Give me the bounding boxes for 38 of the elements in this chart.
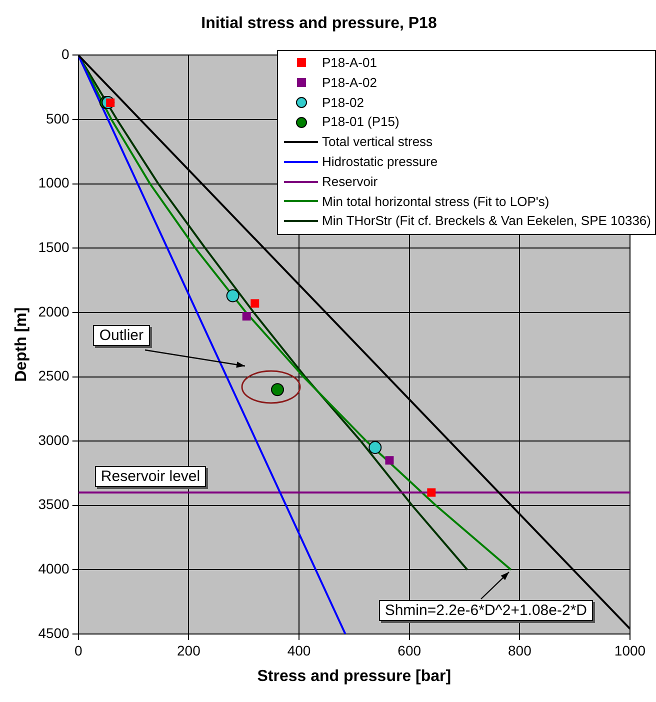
annotation: Outlier [93,325,150,346]
y-tick-label: 3500 [38,496,70,512]
legend-label: P18-02 [322,94,364,112]
x-tick-label: 400 [287,642,311,658]
y-tick-label: 0 [62,46,70,62]
y-axis-title: Depth [m] [13,307,30,382]
point [427,488,436,497]
legend-label: Min total horizontal stress (Fit to LOP's) [322,192,550,211]
point [250,299,260,308]
point [368,441,382,454]
legend-label: Min THorStr (Fit cf. Breckels & Van Eekelen, SPE 10336) [322,212,651,230]
y-tick-label: 4000 [38,560,70,577]
y-tick-label: 1500 [38,238,70,255]
legend-label: P18-A-02 [322,74,377,92]
x-tick-label: 800 [508,642,532,658]
legend-label: Reservoir [322,172,378,191]
y-tick-label: 2500 [38,368,70,384]
x-tick-label: 600 [398,642,422,658]
point [385,456,394,465]
y-tick-label: 3000 [38,432,70,448]
y-tick-label: 4500 [38,624,70,641]
x-tick-label: 200 [176,642,201,658]
annotation: Shmin=2.2e-6*D^2+1.08e-2*D [378,600,593,621]
x-axis-title: Stress and pressure [bar] [257,668,452,685]
legend-label: P18-01 (P15) [322,113,400,132]
point [226,289,240,302]
y-tick-label: 2000 [38,303,70,320]
y-tick-label: 1000 [38,174,70,191]
annotation: Reservoir level [94,466,206,486]
legend-label: Hidrostatic pressure [322,152,438,171]
y-tick-label: 500 [46,110,70,126]
x-tick-label: 1000 [614,642,646,658]
point [270,383,284,396]
point [242,312,251,321]
legend-label: Total vertical stress [322,133,433,152]
x-tick-label: 0 [74,642,82,658]
chart-title: Initial stress and pressure, P18 [201,15,437,32]
legend-label: P18-A-01 [322,54,377,72]
